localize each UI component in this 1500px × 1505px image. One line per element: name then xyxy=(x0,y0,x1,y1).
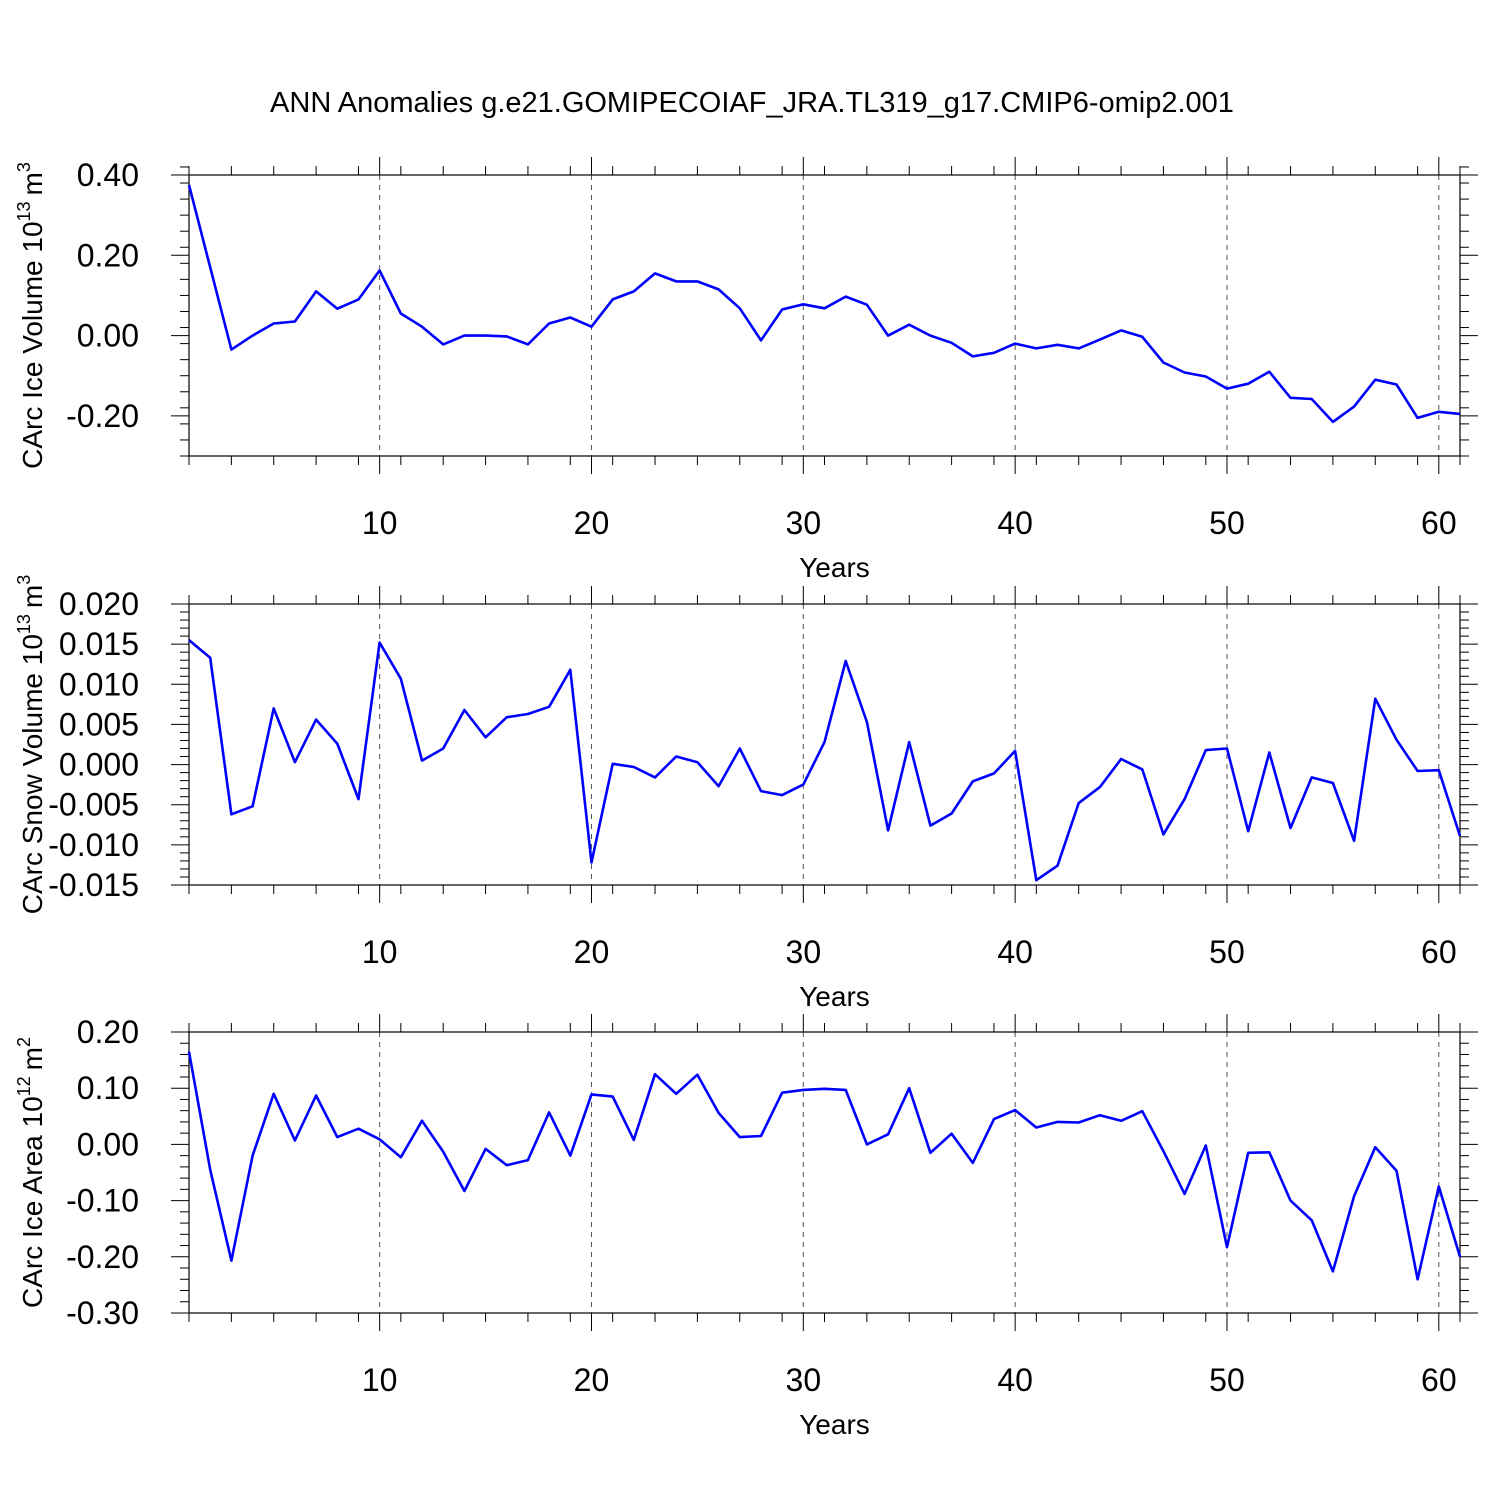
x-tick-label: 20 xyxy=(574,934,610,970)
y-axis-label-unit-exponent: 2 xyxy=(14,1037,34,1047)
x-tick-label: 60 xyxy=(1421,934,1457,970)
y-tick-label: 0.00 xyxy=(77,1126,139,1162)
x-tick-label: 60 xyxy=(1421,1362,1457,1398)
x-tick-label: 50 xyxy=(1209,1362,1245,1398)
figure-title: ANN Anomalies g.e21.GOMIPECOIAF_JRA.TL31… xyxy=(270,87,1234,119)
series-line xyxy=(187,184,1461,424)
y-axis-label-exponent: 13 xyxy=(14,201,34,221)
y-axis-label-text: CArc Snow Volume 10 xyxy=(17,634,48,914)
y-tick-label: -0.20 xyxy=(66,1239,139,1275)
y-axis-label-unit-exponent: 3 xyxy=(14,575,34,585)
x-tick-label: 30 xyxy=(786,934,822,970)
x-tick-label: 40 xyxy=(997,505,1033,541)
chart-panel-3: 10 20 30 40 50 60 -0.30 -0.20 -0.10 0.00 0.10 0.20 Y… xyxy=(14,1014,1478,1440)
y-axis-label-exponent: 12 xyxy=(14,1076,34,1096)
y-tick-label: -0.10 xyxy=(66,1183,139,1219)
y-axis-label-exponent: 13 xyxy=(14,614,34,634)
y-tick-label: -0.015 xyxy=(48,867,139,903)
x-axis-label: Years xyxy=(799,1409,870,1440)
y-tick-label: 0.10 xyxy=(77,1070,139,1106)
x-tick-label: 20 xyxy=(574,505,610,541)
plot-frame xyxy=(188,1031,1461,1314)
plot-frame xyxy=(188,174,1461,457)
y-tick-label: 0.00 xyxy=(77,318,139,354)
y-axis-label-unit: m xyxy=(17,1047,48,1070)
series-line xyxy=(187,1051,1462,1281)
y-axis-label: CArc Ice Area 1012 m2 xyxy=(14,1037,48,1308)
x-tick-label: 30 xyxy=(786,505,822,541)
y-tick-label: -0.30 xyxy=(66,1295,139,1331)
y-tick-label: 0.20 xyxy=(77,1014,139,1050)
series-line xyxy=(188,639,1462,882)
y-tick-label: -0.005 xyxy=(48,787,139,823)
x-tick-label: 20 xyxy=(574,1362,610,1398)
y-axis-label: CArc Ice Volume 1013 m3 xyxy=(14,162,48,469)
y-tick-label: 0.000 xyxy=(59,747,139,783)
y-tick-label: 0.40 xyxy=(77,157,139,193)
y-axis-label-unit: m xyxy=(17,172,48,195)
y-axis-label: CArc Snow Volume 1013 m3 xyxy=(14,575,48,915)
x-tick-label: 10 xyxy=(362,505,398,541)
x-tick-label: 50 xyxy=(1209,505,1245,541)
y-axis-label-unit-exponent: 3 xyxy=(14,162,34,172)
y-axis-label-unit: m xyxy=(17,585,48,608)
y-tick-label: -0.20 xyxy=(66,398,139,434)
x-tick-label: 60 xyxy=(1421,505,1457,541)
y-tick-label: 0.20 xyxy=(77,237,139,273)
y-tick-label: 0.020 xyxy=(59,586,139,622)
x-tick-label: 30 xyxy=(786,1362,822,1398)
chart-panel-2: 10 20 30 40 50 60 -0.015 -0.010 -0.005 0.000 0.005… xyxy=(14,575,1478,1012)
y-tick-label: -0.010 xyxy=(48,827,139,863)
x-tick-label: 50 xyxy=(1209,934,1245,970)
y-axis-label-text: CArc Ice Volume 10 xyxy=(17,221,48,468)
x-axis-label: Years xyxy=(799,552,870,583)
x-tick-label: 10 xyxy=(362,934,398,970)
y-tick-label: 0.015 xyxy=(59,626,139,662)
y-tick-label: 0.010 xyxy=(59,666,139,702)
x-axis-label: Years xyxy=(799,981,870,1012)
chart-panel-1: 10 20 30 40 50 60 -0.20 0.00 0.20 0.40 Years CArc I… xyxy=(14,157,1478,583)
y-tick-label: 0.005 xyxy=(59,706,139,742)
y-axis-label-text: CArc Ice Area 10 xyxy=(17,1096,48,1308)
x-tick-label: 10 xyxy=(362,1362,398,1398)
plot-frame xyxy=(188,603,1461,886)
x-tick-label: 40 xyxy=(997,1362,1033,1398)
x-tick-label: 40 xyxy=(997,934,1033,970)
